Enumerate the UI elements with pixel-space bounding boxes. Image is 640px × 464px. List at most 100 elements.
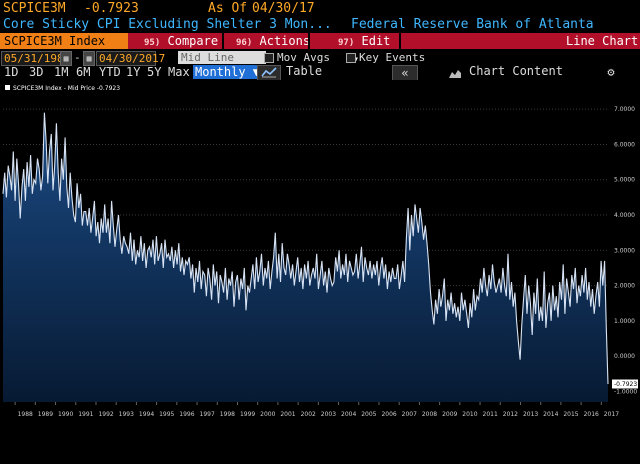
chart-toolbar: 05/31/1987 ▦ - ▦ 04/30/2017 Mid Line Mov… <box>0 50 640 81</box>
range-6m[interactable]: 6M <box>76 65 91 79</box>
range-ytd[interactable]: YTD <box>99 65 121 79</box>
x-tick-label: 2008 <box>422 411 437 418</box>
gear-icon[interactable]: ⚙ <box>607 65 615 79</box>
x-tick-label: 2007 <box>402 411 417 418</box>
edit-shortcut: 97) <box>338 38 355 48</box>
table-button[interactable]: Table <box>286 64 323 78</box>
area-chart-icon <box>449 70 461 78</box>
line-chart-icon[interactable] <box>257 65 281 81</box>
x-tick-label: 2009 <box>442 411 457 418</box>
range-max[interactable]: Max <box>168 65 190 79</box>
x-tick-label: 2000 <box>260 411 275 418</box>
last-value-box <box>612 379 638 389</box>
price-field-select[interactable]: Mid Line <box>178 51 266 64</box>
mov-avgs-label: Mov Avgs <box>277 51 330 64</box>
series-area-fill <box>3 112 608 402</box>
start-date-field[interactable]: 05/31/1987 <box>1 51 70 66</box>
key-events-label: Key Events <box>359 51 426 64</box>
last-value-marker: -0.7923 <box>612 379 638 389</box>
compare-button[interactable]: 95) Compare <box>140 33 232 49</box>
x-tick-label: 2003 <box>321 411 336 418</box>
ticker-symbol: SCPICE3M <box>3 1 66 16</box>
range-3d[interactable]: 3D <box>29 65 44 79</box>
y-tick-label: 2.0000 <box>614 283 635 290</box>
x-tick-label: 1993 <box>119 411 134 418</box>
x-tick-label: 2006 <box>381 411 396 418</box>
last-value-label: -0.7923 <box>614 381 637 388</box>
calendar-icon[interactable]: ▦ <box>83 51 95 66</box>
as-of-date: 04/30/17 <box>252 1 315 16</box>
x-tick-label: 1995 <box>159 411 174 418</box>
calendar-icon[interactable]: ▦ <box>60 51 72 66</box>
x-tick-label: 2004 <box>341 411 356 418</box>
x-tick-label: 1991 <box>78 411 93 418</box>
actions-label: Actions <box>259 34 311 48</box>
actions-shortcut: 96) <box>236 38 253 48</box>
compare-label: Compare <box>167 34 219 48</box>
x-tick-label: 2015 <box>563 411 578 418</box>
range-1d[interactable]: 1D <box>4 65 19 79</box>
range-1y[interactable]: 1Y <box>126 65 141 79</box>
menu-divider <box>222 33 224 49</box>
y-tick-label: -1.0000 <box>614 388 637 395</box>
x-tick-label: 2017 <box>604 411 619 418</box>
x-tick-label: 1989 <box>38 411 53 418</box>
edit-label: Edit <box>361 34 391 48</box>
legend-text: SCPICE3M Index - Mid Price -0.7923 <box>13 85 120 92</box>
chart-type-label[interactable]: Line Chart <box>566 34 639 48</box>
y-tick-label: 4.0000 <box>614 212 635 219</box>
menu-divider <box>308 33 310 49</box>
data-source: Federal Reserve Bank of Atlanta <box>351 17 594 32</box>
as-of-label: As Of <box>208 1 248 16</box>
x-tick-label: 2001 <box>280 411 295 418</box>
chart-content-button[interactable]: Chart Content <box>469 64 563 78</box>
range-1m[interactable]: 1M <box>54 65 69 79</box>
x-tick-label: 2005 <box>361 411 376 418</box>
x-tick-label: 1996 <box>179 411 194 418</box>
legend-swatch <box>5 85 10 90</box>
x-tick-label: 1992 <box>98 411 113 418</box>
chart-panel: 7.0000 6.0000 5.0000 4.0000 3.0000 2.0000 1.00… <box>0 80 640 460</box>
last-value: -0.7923 <box>84 1 139 16</box>
y-tick-label: 3.0000 <box>614 247 635 254</box>
end-date-field[interactable]: 04/30/2017 <box>96 51 165 66</box>
security-header: SCPICE3M -0.7923 As Of 04/30/17 <box>0 0 640 17</box>
x-tick-label: 1988 <box>18 411 33 418</box>
collapse-icon[interactable]: « <box>392 65 418 81</box>
series-line <box>2 112 609 385</box>
x-tick-label: 2013 <box>523 411 538 418</box>
chart-content-icon[interactable] <box>449 67 461 81</box>
range-5y[interactable]: 5Y <box>147 65 162 79</box>
key-events-checkbox[interactable] <box>346 53 356 63</box>
security-subheader: Core Sticky CPI Excluding Shelter 3 Mon.… <box>0 16 640 34</box>
chart-legend: SCPICE3M Index - Mid Price -0.7923 <box>5 85 120 92</box>
menu-divider <box>399 33 401 49</box>
security-name: Core Sticky CPI Excluding Shelter 3 Mon.… <box>3 17 332 32</box>
edit-button[interactable]: 97) Edit ▾ <box>334 33 400 66</box>
mov-avgs-checkbox[interactable] <box>264 53 274 63</box>
y-tick-label: 1.0000 <box>614 318 635 325</box>
actions-button[interactable]: 96) Actions ▾ <box>232 33 312 66</box>
date-range-dash: - <box>74 51 81 64</box>
x-tick-label: 2002 <box>301 411 316 418</box>
x-tick-label: 2014 <box>543 411 558 418</box>
x-tick-label: 1994 <box>139 411 154 418</box>
x-tick-label: 2016 <box>584 411 599 418</box>
x-tick-label: 1999 <box>240 411 255 418</box>
x-tick-label: 1997 <box>200 411 215 418</box>
compare-shortcut: 95) <box>144 38 161 48</box>
area-chart[interactable]: 7.0000 6.0000 5.0000 4.0000 3.0000 2.0000 1.00… <box>0 80 640 460</box>
y-tick-label: 6.0000 <box>614 141 635 148</box>
x-tick-label: 1998 <box>220 411 235 418</box>
y-tick-label: 5.0000 <box>614 177 635 184</box>
x-tick-label: 2011 <box>483 411 498 418</box>
x-tick-label: 2010 <box>462 411 477 418</box>
y-tick-label: 7.0000 <box>614 106 635 113</box>
line-chart-icon-glyph <box>261 67 277 78</box>
ticker-field[interactable]: SCPICE3M Index <box>0 33 128 49</box>
x-tick-label: 1990 <box>58 411 73 418</box>
x-tick-label: 2012 <box>503 411 518 418</box>
y-tick-label: 0.0000 <box>614 353 635 360</box>
function-menubar: SCPICE3M Index 95) Compare 96) Actions ▾… <box>0 33 640 66</box>
frequency-select[interactable]: Monthly ▼ <box>193 65 263 79</box>
